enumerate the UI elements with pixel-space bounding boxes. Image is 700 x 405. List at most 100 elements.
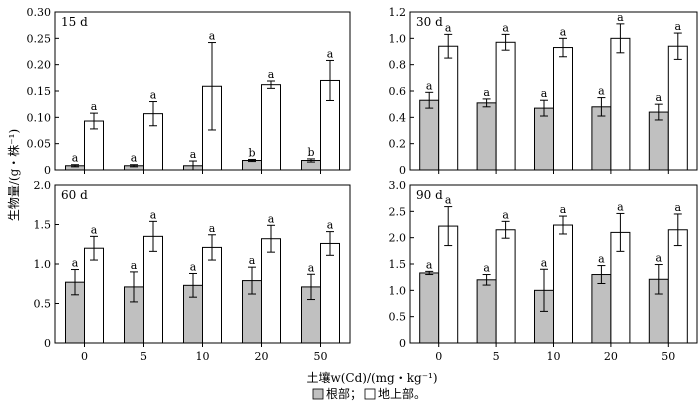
chart-panel-90-d: 90 d 0 0.5 1.0 1.5 2.0 2.5 3.0 0 a a 5 a a 10 a a 20 a a 50 a… xyxy=(389,179,698,363)
x-tick-label: 0 xyxy=(435,350,442,363)
chart-panel-30-d: 30 d 0 0.2 0.4 0.6 0.8 1.0 1.2 a a a a a a a a a a xyxy=(389,6,698,177)
shoot-bar xyxy=(202,246,222,344)
significance-letter: a xyxy=(598,85,605,98)
significance-letter: a xyxy=(426,79,433,92)
y-tick-label: 0.25 xyxy=(27,32,52,45)
shoot-bar xyxy=(553,47,573,171)
y-tick-label: 2.5 xyxy=(389,205,407,218)
legend-label-root: 根部； xyxy=(326,386,362,401)
y-tick-label: 0 xyxy=(44,164,51,177)
significance-letter: a xyxy=(445,194,452,207)
chart-panel-60-d: 60 d 0 0.5 1.0 1.5 2.0 0 a a 5 a a 10 a a 20 a a 50 a a xyxy=(34,179,351,363)
significance-letter: b xyxy=(307,146,314,159)
y-tick-label: 0.30 xyxy=(27,6,52,19)
y-tick-label: 2.0 xyxy=(34,179,52,192)
root-bar xyxy=(419,99,440,171)
x-tick-label: 5 xyxy=(140,350,147,363)
significance-letter: a xyxy=(209,30,216,43)
significance-letter: a xyxy=(445,21,452,34)
significance-letter: a xyxy=(483,86,490,99)
significance-letter: a xyxy=(656,91,663,104)
legend-swatch-root xyxy=(312,388,324,400)
significance-letter: a xyxy=(91,223,98,236)
panel-title: 60 d xyxy=(61,188,88,202)
significance-letter: a xyxy=(502,208,509,221)
legend: 根部； 地上部。 xyxy=(312,386,426,401)
significance-letter: a xyxy=(308,261,315,274)
y-tick-label: 1.5 xyxy=(34,219,52,232)
x-tick-label: 50 xyxy=(661,350,675,363)
y-tick-label: 0.10 xyxy=(27,111,52,124)
y-tick-label: 0 xyxy=(44,337,51,350)
significance-letter: a xyxy=(150,208,157,221)
root-bar xyxy=(419,272,440,344)
x-tick-label: 20 xyxy=(604,350,618,363)
shoot-bar xyxy=(143,235,163,344)
x-tick-label: 50 xyxy=(314,350,328,363)
chart-panel-15-d: 15 d 0 0.05 0.10 0.15 0.20 0.25 0.30 a a a a a a b a b a xyxy=(27,6,351,177)
root-bar xyxy=(476,102,497,171)
significance-letter: a xyxy=(268,212,275,225)
significance-letter: a xyxy=(72,257,79,270)
shoot-bar xyxy=(320,242,340,344)
y-tick-label: 1.0 xyxy=(389,32,407,45)
y-tick-label: 0.5 xyxy=(389,311,407,324)
significance-letter: a xyxy=(327,219,334,232)
significance-letter: a xyxy=(483,262,490,275)
shoot-bar xyxy=(495,41,516,171)
shoot-bar xyxy=(553,224,573,344)
significance-letter: a xyxy=(675,20,682,33)
significance-letter: a xyxy=(560,25,567,38)
y-tick-label: 0.05 xyxy=(27,138,52,151)
y-tick-label: 0.2 xyxy=(389,138,407,151)
x-tick-label: 10 xyxy=(196,350,210,363)
y-tick-label: 0.5 xyxy=(34,298,52,311)
significance-letter: a xyxy=(209,222,216,235)
significance-letter: a xyxy=(617,11,624,24)
significance-letter: b xyxy=(248,146,255,159)
panel-title: 90 d xyxy=(416,188,443,202)
shoot-bar xyxy=(495,229,516,344)
shoot-bar xyxy=(261,84,281,171)
y-tick-label: 1.5 xyxy=(389,258,407,271)
chart-panels: 15 d00.050.100.150.200.250.30aaaaaababa3… xyxy=(27,6,698,363)
significance-letter: a xyxy=(91,100,98,113)
y-tick-label: 2.0 xyxy=(389,232,407,245)
significance-letter: a xyxy=(131,259,138,272)
legend-label-shoot: 地上部。 xyxy=(378,386,426,401)
y-tick-label: 3.0 xyxy=(389,179,407,192)
x-tick-label: 10 xyxy=(547,350,561,363)
y-tick-label: 0.15 xyxy=(27,85,52,98)
significance-letter: a xyxy=(675,201,682,214)
legend-swatch-shoot xyxy=(364,388,376,400)
y-axis-label: 生物量/(g・株⁻¹) xyxy=(6,129,21,221)
significance-letter: a xyxy=(656,252,663,265)
significance-letter: a xyxy=(190,148,197,161)
significance-letter: a xyxy=(598,253,605,266)
significance-letter: a xyxy=(502,21,509,34)
shoot-bar xyxy=(84,247,104,344)
x-tick-label: 0 xyxy=(81,350,88,363)
y-tick-label: 0 xyxy=(399,337,406,350)
y-tick-label: 0 xyxy=(399,164,406,177)
shoot-bar xyxy=(261,238,281,344)
y-tick-label: 1.0 xyxy=(389,284,407,297)
shoot-bar xyxy=(438,45,459,171)
significance-letter: a xyxy=(268,68,275,81)
significance-letter: a xyxy=(249,254,256,267)
root-bar xyxy=(534,107,554,171)
root-bar xyxy=(648,111,669,171)
significance-letter: a xyxy=(327,47,334,60)
significance-letter: a xyxy=(131,152,138,165)
significance-letter: a xyxy=(426,258,433,271)
significance-letter: a xyxy=(541,256,548,269)
panel-title: 30 d xyxy=(416,15,443,29)
y-tick-label: 1.2 xyxy=(389,6,407,19)
y-tick-label: 0.6 xyxy=(389,85,407,98)
x-axis-label: 土壤w(Cd)/(mg・kg⁻¹) xyxy=(306,370,437,385)
significance-letter: a xyxy=(541,87,548,100)
significance-letter: a xyxy=(190,260,197,273)
significance-letter: a xyxy=(72,152,79,165)
x-tick-label: 5 xyxy=(493,350,500,363)
